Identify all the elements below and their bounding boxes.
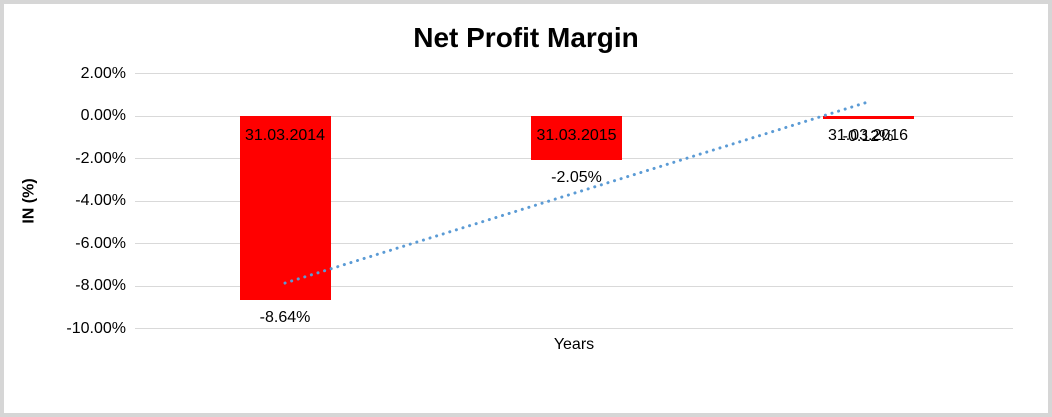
y-tick-label: 2.00% xyxy=(80,64,126,82)
y-tick-label: 0.00% xyxy=(80,107,126,124)
bar xyxy=(531,116,622,160)
gridline xyxy=(135,73,1013,74)
bar-value-label: -0.12% xyxy=(842,127,894,145)
bar-value-label: -8.64% xyxy=(259,308,311,326)
y-tick-label: -10.00% xyxy=(66,319,126,337)
y-tick-label: -2.00% xyxy=(75,149,126,167)
bar xyxy=(822,116,914,119)
bar-category-label: 31.03.2015 xyxy=(536,127,617,144)
bar-value-label: -2.05% xyxy=(551,168,602,186)
bar xyxy=(239,116,331,300)
chart-title: Net Profit Margin xyxy=(413,22,639,53)
y-tick-label: -4.00% xyxy=(75,192,126,209)
bar-category-label: 31.03.2014 xyxy=(244,127,326,144)
x-axis-title: Years xyxy=(553,336,595,353)
y-tick-label: -6.00% xyxy=(75,234,126,252)
gridline xyxy=(135,200,1013,202)
bar-category-label: 31.03.2016 xyxy=(827,127,909,144)
y-tick-label: -8.00% xyxy=(75,277,126,294)
gridline xyxy=(135,285,1013,287)
gridline xyxy=(135,243,1013,244)
gridline xyxy=(135,328,1013,329)
